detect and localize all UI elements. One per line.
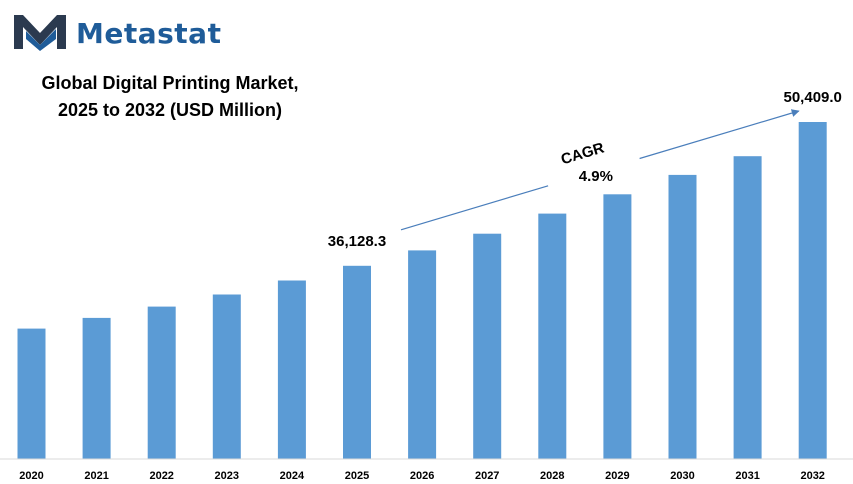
- x-tick-label-2032: 2032: [800, 470, 824, 482]
- bar-2026: [408, 250, 437, 459]
- bar-2028: [538, 213, 567, 459]
- cagr-label: CAGR: [559, 139, 606, 168]
- cagr-value: 4.9%: [579, 168, 613, 185]
- chart-title: Global Digital Printing Market, 2025 to …: [20, 70, 320, 124]
- brand-name: Metastat: [76, 17, 222, 50]
- bar-2032: [798, 122, 827, 459]
- cagr-arrow-segment-2: [639, 109, 800, 160]
- data-labels: 36,128.3 50,409.0: [328, 89, 842, 250]
- x-tick-label-2030: 2030: [670, 470, 694, 482]
- x-tick-label-2025: 2025: [345, 470, 369, 482]
- chart-title-line-1: Global Digital Printing Market,: [41, 73, 299, 93]
- brand-header: Metastat: [12, 9, 252, 51]
- x-tick-label-2021: 2021: [84, 470, 108, 482]
- metastat-m-logo-icon: [14, 15, 66, 51]
- bar-2025: [343, 265, 371, 459]
- x-tick-label-2023: 2023: [215, 470, 239, 482]
- bar-2031: [733, 156, 762, 459]
- data-label-2025: 36,128.3: [328, 233, 386, 250]
- x-axis-ticks: 2020 2021 2022 2023 2024 2025 2026 2027 2028 2029…: [19, 470, 825, 482]
- cagr-arrow-segment-1: [400, 185, 549, 231]
- x-tick-label-2022: 2022: [149, 470, 173, 482]
- bar-2022: [147, 306, 176, 459]
- data-label-2032: 50,409.0: [784, 89, 842, 106]
- bar-2027: [473, 233, 502, 459]
- bar-2024: [277, 280, 306, 459]
- x-tick-label-2020: 2020: [19, 470, 43, 482]
- x-tick-label-2024: 2024: [280, 470, 305, 482]
- bar-2020: [17, 328, 46, 459]
- bar-series: [17, 122, 827, 460]
- x-tick-label-2026: 2026: [410, 470, 434, 482]
- bar-2023: [212, 294, 241, 459]
- x-tick-label-2031: 2031: [735, 470, 759, 482]
- bar-2029: [603, 194, 632, 460]
- x-tick-label-2028: 2028: [540, 470, 564, 482]
- x-tick-label-2029: 2029: [605, 470, 629, 482]
- chart-title-line-2: 2025 to 2032 (USD Million): [57, 100, 283, 120]
- x-tick-label-2027: 2027: [475, 470, 499, 482]
- bar-2021: [82, 317, 111, 459]
- bar-2030: [668, 174, 697, 459]
